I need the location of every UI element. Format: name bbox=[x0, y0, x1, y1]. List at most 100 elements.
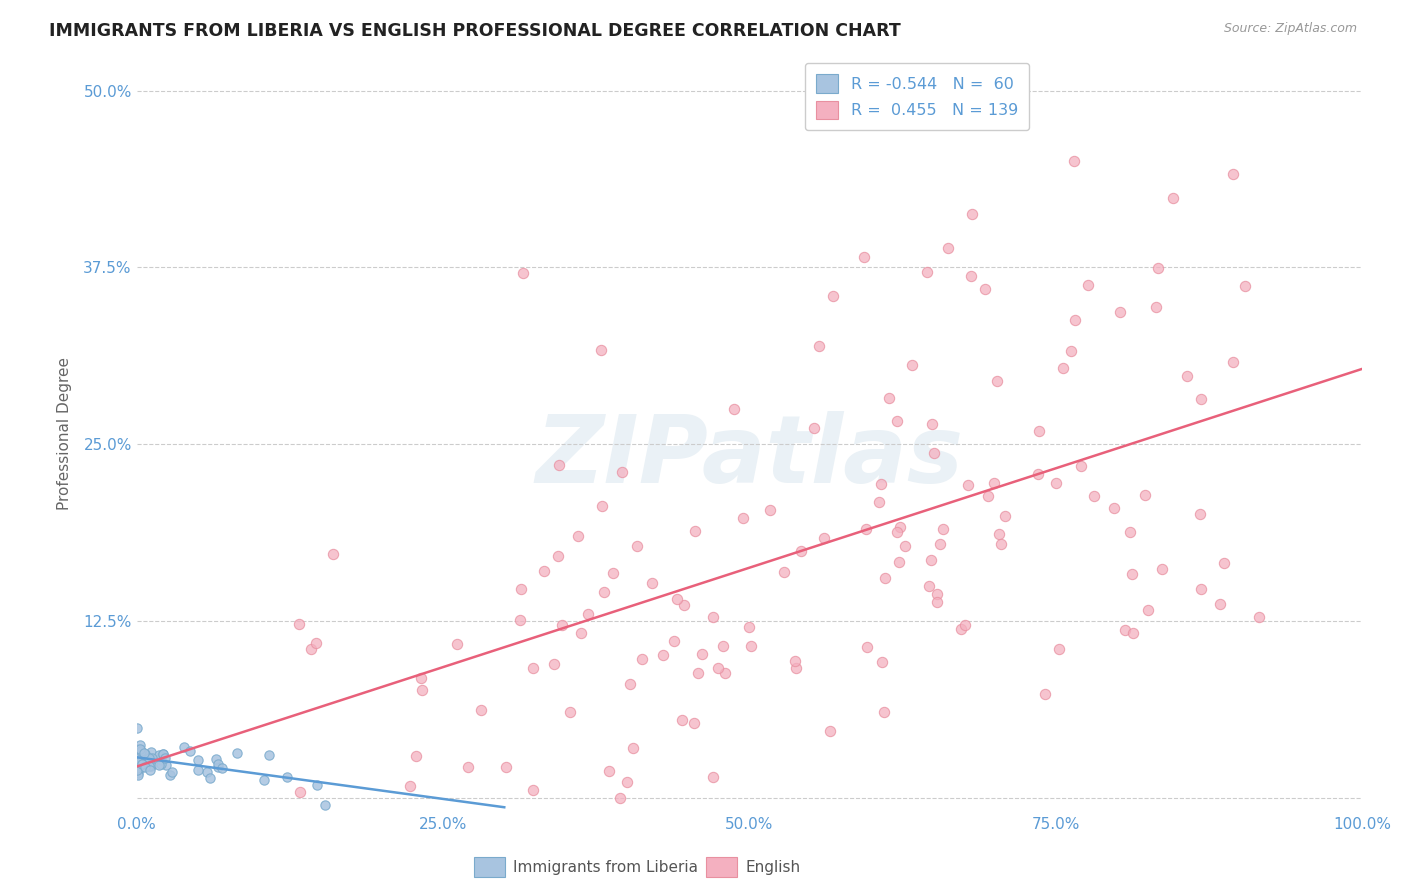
Point bbox=[131, 757, 153, 772]
Point bbox=[125, 755, 148, 769]
Point bbox=[803, 421, 825, 435]
Point bbox=[567, 528, 589, 542]
Point bbox=[125, 742, 148, 756]
Point bbox=[551, 617, 574, 632]
Point bbox=[1109, 305, 1132, 319]
Point bbox=[207, 760, 229, 774]
Point bbox=[740, 639, 762, 653]
Point bbox=[1063, 154, 1085, 169]
Point bbox=[707, 661, 730, 675]
Point bbox=[125, 721, 148, 735]
Point bbox=[510, 582, 533, 596]
Point bbox=[139, 763, 162, 777]
Point bbox=[1144, 300, 1167, 314]
Point bbox=[1033, 687, 1056, 701]
Point bbox=[994, 509, 1017, 524]
Point bbox=[672, 598, 695, 612]
Point bbox=[558, 705, 581, 719]
Point bbox=[960, 207, 983, 221]
Point bbox=[609, 791, 631, 805]
Point bbox=[533, 564, 555, 578]
Point bbox=[856, 640, 879, 654]
Point bbox=[932, 522, 955, 536]
Point bbox=[869, 477, 891, 491]
Point bbox=[983, 475, 1005, 490]
Point bbox=[652, 648, 675, 662]
Point bbox=[522, 661, 544, 675]
Point bbox=[288, 784, 311, 798]
Point bbox=[621, 741, 644, 756]
Point bbox=[591, 343, 613, 358]
Point bbox=[160, 764, 183, 779]
Point bbox=[855, 522, 877, 536]
Point bbox=[886, 414, 908, 428]
Point bbox=[148, 757, 170, 772]
Text: Source: ZipAtlas.com: Source: ZipAtlas.com bbox=[1223, 22, 1357, 36]
Point bbox=[543, 657, 565, 671]
Point bbox=[139, 758, 162, 772]
Point bbox=[683, 716, 706, 731]
Point bbox=[150, 749, 173, 764]
Point bbox=[1047, 641, 1070, 656]
Point bbox=[731, 510, 754, 524]
Point bbox=[957, 478, 980, 492]
Point bbox=[155, 751, 177, 765]
Point bbox=[446, 637, 468, 651]
Point bbox=[129, 744, 152, 758]
Point bbox=[772, 565, 794, 579]
Point bbox=[631, 652, 654, 666]
Point bbox=[619, 677, 641, 691]
Point bbox=[132, 746, 155, 760]
Point bbox=[150, 753, 173, 767]
Point bbox=[1222, 168, 1244, 182]
Point bbox=[399, 779, 422, 793]
Point bbox=[226, 746, 249, 760]
Point bbox=[593, 585, 616, 599]
Point bbox=[173, 739, 195, 754]
Point bbox=[616, 775, 638, 789]
Point bbox=[127, 752, 149, 766]
Point bbox=[136, 752, 159, 766]
Point bbox=[127, 766, 149, 780]
Point bbox=[127, 767, 149, 781]
Point bbox=[918, 579, 941, 593]
Point bbox=[921, 417, 943, 432]
Point bbox=[127, 754, 149, 768]
Legend: R = -0.544   N =  60, R =  0.455   N = 139: R = -0.544 N = 60, R = 0.455 N = 139 bbox=[804, 63, 1029, 130]
Point bbox=[1083, 489, 1105, 503]
Point bbox=[138, 751, 160, 765]
Point bbox=[569, 626, 592, 640]
Point bbox=[207, 756, 229, 771]
Point bbox=[1150, 562, 1173, 576]
Text: English: English bbox=[745, 860, 800, 874]
Point bbox=[141, 751, 163, 765]
Point bbox=[522, 783, 544, 797]
Point bbox=[139, 745, 162, 759]
Point bbox=[688, 665, 710, 680]
Point bbox=[409, 671, 432, 685]
Point bbox=[127, 742, 149, 756]
Point bbox=[936, 241, 959, 255]
Point bbox=[150, 756, 173, 771]
Point bbox=[547, 549, 569, 564]
Point bbox=[136, 755, 159, 769]
Point bbox=[131, 760, 153, 774]
Point bbox=[1234, 279, 1257, 293]
Point bbox=[877, 392, 900, 406]
Point bbox=[894, 540, 917, 554]
Point bbox=[457, 760, 479, 774]
Point bbox=[252, 772, 274, 787]
Point bbox=[314, 798, 336, 813]
Point bbox=[783, 655, 806, 669]
Point bbox=[872, 655, 894, 669]
Point bbox=[125, 756, 148, 771]
Point bbox=[737, 620, 759, 634]
Point bbox=[1146, 261, 1168, 276]
Point bbox=[131, 747, 153, 761]
Point bbox=[889, 519, 911, 533]
Point bbox=[1052, 360, 1074, 375]
Point bbox=[495, 760, 517, 774]
Point bbox=[823, 289, 845, 303]
Text: ZIPatlas: ZIPatlas bbox=[536, 410, 963, 502]
Point bbox=[1222, 355, 1244, 369]
